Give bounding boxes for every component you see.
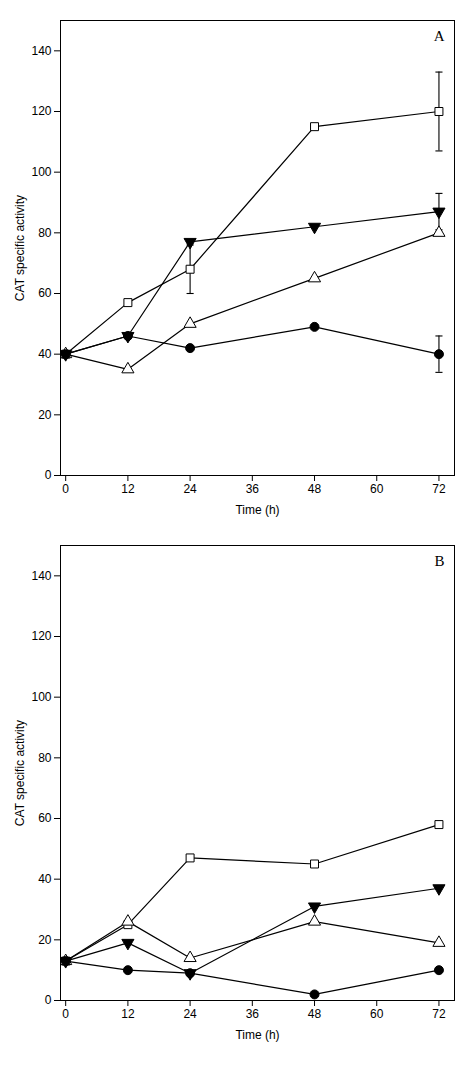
svg-text:80: 80 <box>38 226 52 240</box>
svg-text:100: 100 <box>31 165 51 179</box>
svg-text:120: 120 <box>31 104 51 118</box>
svg-text:CAT specific activity: CAT specific activity <box>13 195 27 301</box>
svg-text:24: 24 <box>183 482 197 496</box>
svg-text:0: 0 <box>62 1007 69 1021</box>
svg-text:60: 60 <box>370 1007 384 1021</box>
svg-text:12: 12 <box>121 1007 135 1021</box>
svg-text:0: 0 <box>62 482 69 496</box>
svg-text:60: 60 <box>38 811 52 825</box>
svg-text:36: 36 <box>246 1007 260 1021</box>
svg-text:60: 60 <box>38 286 52 300</box>
svg-text:80: 80 <box>38 751 52 765</box>
svg-text:60: 60 <box>370 482 384 496</box>
svg-text:100: 100 <box>31 690 51 704</box>
svg-text:48: 48 <box>308 482 322 496</box>
svg-text:140: 140 <box>31 44 51 58</box>
svg-text:Time (h): Time (h) <box>235 503 279 517</box>
svg-text:72: 72 <box>432 482 446 496</box>
svg-text:B: B <box>434 553 444 569</box>
svg-text:A: A <box>434 28 445 44</box>
svg-text:72: 72 <box>432 1007 446 1021</box>
svg-text:140: 140 <box>31 569 51 583</box>
svg-text:48: 48 <box>308 1007 322 1021</box>
svg-text:20: 20 <box>38 408 52 422</box>
svg-text:0: 0 <box>45 468 52 482</box>
svg-text:40: 40 <box>38 347 52 361</box>
svg-text:24: 24 <box>183 1007 197 1021</box>
svg-text:0: 0 <box>45 993 52 1007</box>
svg-text:Time (h): Time (h) <box>235 1028 279 1042</box>
svg-text:36: 36 <box>246 482 260 496</box>
svg-text:20: 20 <box>38 933 52 947</box>
svg-text:120: 120 <box>31 629 51 643</box>
svg-text:12: 12 <box>121 482 135 496</box>
svg-text:CAT specific activity: CAT specific activity <box>13 720 27 826</box>
svg-text:40: 40 <box>38 872 52 886</box>
